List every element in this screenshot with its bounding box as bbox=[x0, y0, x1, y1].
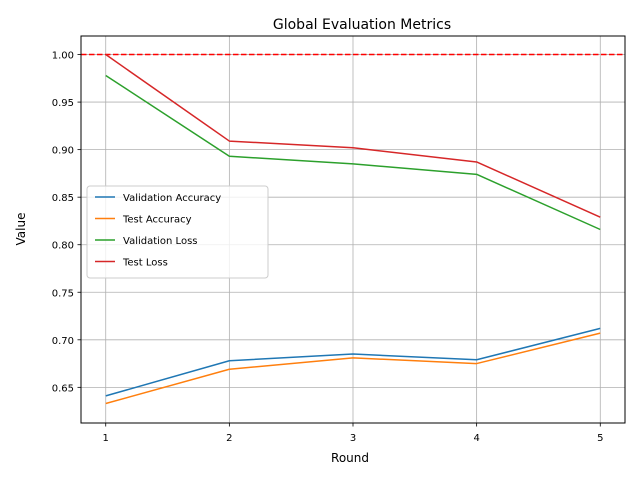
legend-label: Test Accuracy bbox=[122, 215, 192, 226]
x-tick-label: 1 bbox=[103, 433, 109, 444]
y-tick-label: 0.65 bbox=[52, 383, 74, 394]
x-tick-label: 5 bbox=[597, 433, 603, 444]
y-tick-label: 0.90 bbox=[52, 146, 74, 157]
x-axis-label: Round bbox=[331, 451, 369, 465]
series-line-1 bbox=[105, 332, 601, 405]
series-line-3 bbox=[105, 53, 601, 218]
series-line-2 bbox=[105, 74, 601, 231]
legend-label: Validation Loss bbox=[123, 236, 198, 247]
y-axis-ticks: 0.65 0.70 0.75 0.80 0.85 0.90 0.95 1.00 bbox=[52, 51, 81, 394]
y-axis-label: Value bbox=[14, 213, 28, 246]
y-tick-label: 0.80 bbox=[52, 241, 74, 252]
legend-label: Validation Accuracy bbox=[123, 193, 221, 204]
legend-frame bbox=[86, 185, 269, 279]
legend: Validation Accuracy Test Accuracy Validati… bbox=[86, 185, 269, 279]
series-line-0 bbox=[105, 327, 601, 397]
x-tick-label: 3 bbox=[350, 433, 356, 444]
y-tick-label: 0.70 bbox=[52, 336, 74, 347]
legend-label: Test Loss bbox=[122, 258, 168, 269]
chart-title: Global Evaluation Metrics bbox=[273, 17, 451, 33]
x-tick-label: 2 bbox=[226, 433, 232, 444]
y-tick-label: 0.85 bbox=[52, 193, 74, 204]
y-tick-label: 0.75 bbox=[52, 288, 74, 299]
series-layer bbox=[105, 53, 601, 405]
y-tick-label: 0.95 bbox=[52, 98, 74, 109]
y-tick-label: 1.00 bbox=[52, 51, 74, 62]
x-axis-ticks: 1 2 3 4 5 bbox=[103, 423, 603, 444]
x-tick-label: 4 bbox=[473, 433, 479, 444]
